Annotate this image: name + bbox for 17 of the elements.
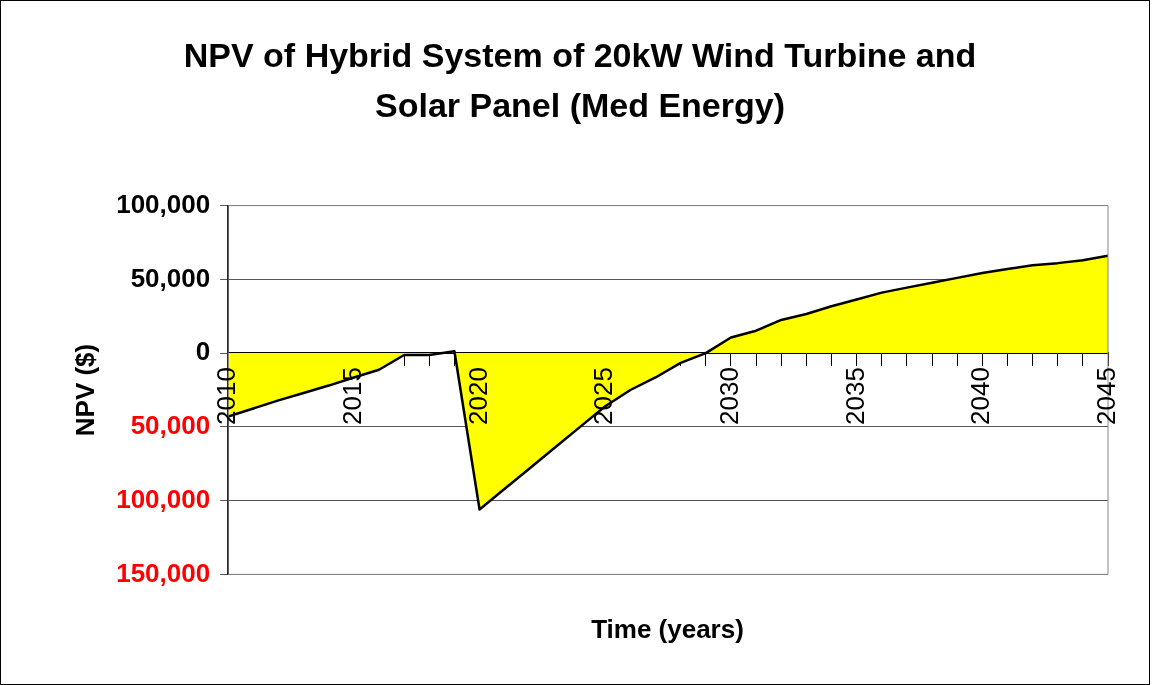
y-tick-label: 50,000 [130,262,211,293]
x-tick-label: 2020 [462,367,493,425]
y-tick-label: 100,000 [116,188,211,219]
y-axis-title: NPV ($) [69,343,100,437]
x-tick-label: 2045 [1091,367,1122,425]
y-tick-label: 0 [195,336,211,367]
x-tick-label: 2015 [337,367,368,425]
x-tick-label: 2025 [588,367,619,425]
x-tick-label: 2040 [965,367,996,425]
x-axis-title: Time (years) [590,614,745,645]
x-tick-label: 2035 [839,367,870,425]
chart-title: NPV of Hybrid System of 20kW Wind Turbine and Solar Panel (Med Energy) [182,35,978,126]
y-tick-label: 50,000 [130,410,211,441]
y-tick-label: 150,000 [116,557,211,588]
y-tick-label: 100,000 [116,483,211,514]
x-tick-label: 2030 [714,367,745,425]
x-tick-label: 2010 [211,367,242,425]
